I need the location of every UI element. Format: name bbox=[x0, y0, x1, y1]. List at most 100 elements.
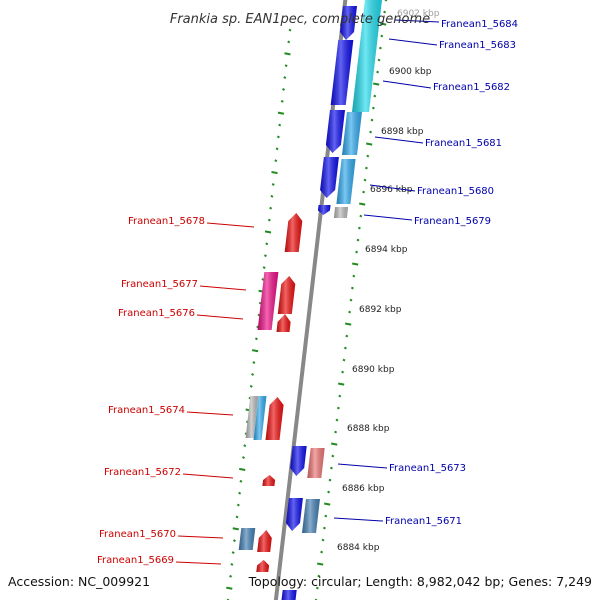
gene-label-left[interactable]: Franean1_5669 bbox=[97, 555, 174, 566]
tick-dot bbox=[232, 539, 236, 543]
tick-dot bbox=[226, 586, 233, 590]
tick-dot bbox=[230, 562, 234, 566]
gene-label-right[interactable]: Franean1_5682 bbox=[433, 82, 510, 93]
gene-label-left[interactable]: Franean1_5670 bbox=[99, 529, 176, 540]
tick-dot bbox=[364, 166, 368, 170]
tick-dot bbox=[315, 586, 319, 590]
leader-line bbox=[388, 38, 438, 46]
gene-label-right[interactable]: Franean1_5680 bbox=[417, 186, 494, 197]
gene-edge-feature[interactable] bbox=[281, 590, 297, 600]
tick-dot bbox=[249, 384, 253, 388]
tick-dot bbox=[277, 111, 285, 115]
gene-5683-feature[interactable] bbox=[330, 40, 354, 105]
tick-dot bbox=[334, 430, 338, 434]
tick-dot bbox=[359, 202, 366, 206]
tick-dot bbox=[369, 130, 373, 134]
tick-dot bbox=[370, 118, 374, 122]
tick-dot bbox=[349, 298, 353, 302]
tick-label: 6890 kbp bbox=[352, 365, 395, 375]
gene-5680-feature[interactable] bbox=[320, 157, 339, 198]
gene-5674-feature[interactable] bbox=[245, 396, 259, 438]
tick-label: 6892 kbp bbox=[359, 305, 402, 315]
tick-labels: 6902 kbp 6900 kbp 6898 kbp 6896 kbp 6894 kbp… bbox=[337, 9, 440, 553]
gene-5684-feature[interactable] bbox=[340, 6, 357, 40]
tick-dot bbox=[239, 479, 243, 483]
tick-dot bbox=[278, 123, 282, 127]
gene-5684-feature[interactable] bbox=[352, 0, 382, 112]
tick-dot bbox=[265, 242, 269, 246]
tick-dot bbox=[242, 456, 245, 459]
tick-label: 6884 kbp bbox=[337, 543, 380, 553]
tick-dot bbox=[271, 171, 278, 175]
leader-line bbox=[177, 535, 224, 539]
gene-5669-feature[interactable] bbox=[256, 560, 270, 572]
tick-dot bbox=[251, 349, 259, 353]
tick-dot bbox=[280, 99, 284, 103]
gene-5671-feature[interactable] bbox=[286, 498, 303, 531]
tick-dot bbox=[380, 22, 387, 26]
tick-dot bbox=[252, 361, 256, 364]
topology-text: Topology: circular; Length: 8,982,042 bp… bbox=[248, 574, 592, 589]
tick-dot bbox=[383, 10, 387, 14]
gene-label-right[interactable]: Franean1_5671 bbox=[385, 516, 462, 527]
tick-dot bbox=[342, 358, 346, 362]
gene-label-right[interactable]: Franean1_5679 bbox=[414, 216, 491, 227]
tick-dot bbox=[229, 574, 233, 578]
tick-dot bbox=[322, 526, 326, 530]
gene-5677-feature[interactable] bbox=[277, 276, 296, 314]
tick-dot bbox=[328, 478, 332, 482]
gene-5681-feature[interactable] bbox=[342, 112, 362, 155]
gene-label-left[interactable]: Franean1_5677 bbox=[121, 279, 198, 290]
tick-dot bbox=[264, 230, 272, 234]
gene-5670-feature[interactable] bbox=[238, 528, 256, 550]
tick-dot bbox=[282, 87, 286, 91]
gene-5677-feature[interactable] bbox=[257, 272, 279, 330]
tick-label: 6894 kbp bbox=[365, 245, 408, 255]
gene-5679-feature[interactable] bbox=[317, 205, 331, 215]
tick-dot bbox=[338, 382, 345, 386]
gene-label-right[interactable]: Franean1_5683 bbox=[439, 40, 516, 51]
leader-line bbox=[382, 80, 432, 89]
tick-dot bbox=[329, 466, 333, 470]
gene-5672-feature[interactable] bbox=[262, 475, 276, 486]
tick-dot bbox=[321, 538, 325, 542]
gene-5673-feature[interactable] bbox=[290, 446, 307, 476]
gene-5674-feature[interactable] bbox=[265, 397, 284, 440]
gene-5680-feature[interactable] bbox=[336, 159, 356, 204]
gene-5678-feature[interactable] bbox=[284, 213, 303, 252]
gene-5673-feature[interactable] bbox=[307, 448, 325, 478]
tick-dot bbox=[352, 262, 359, 266]
leader-line bbox=[337, 463, 388, 469]
gene-5679-feature[interactable] bbox=[333, 207, 349, 218]
tick-dot bbox=[357, 226, 361, 230]
label-leaders bbox=[175, 19, 440, 565]
gene-label-right[interactable]: Franean1_5681 bbox=[425, 138, 502, 149]
tick-dot bbox=[324, 514, 328, 518]
tick-label: 6898 kbp bbox=[381, 127, 424, 137]
tick-dot bbox=[232, 527, 239, 531]
gene-5671-feature[interactable] bbox=[302, 499, 320, 533]
leader-line bbox=[175, 561, 222, 565]
tick-dot bbox=[327, 490, 331, 494]
tick-dot bbox=[373, 94, 377, 98]
tick-dot bbox=[274, 159, 278, 163]
gene-label-right[interactable]: Franean1_5673 bbox=[389, 463, 466, 474]
tick-dot bbox=[254, 337, 258, 341]
map-title: Frankia sp. EAN1pec, complete genome bbox=[170, 12, 430, 27]
gene-5674-feature[interactable] bbox=[253, 396, 267, 440]
gene-label-left[interactable]: Franean1_5672 bbox=[104, 467, 181, 478]
gene-label-left[interactable]: Franean1_5674 bbox=[108, 405, 185, 416]
tick-dot bbox=[335, 418, 339, 422]
leader-line bbox=[369, 184, 416, 192]
tick-dot bbox=[270, 194, 274, 198]
tick-dot bbox=[324, 502, 331, 506]
tick-dot bbox=[235, 515, 239, 519]
tick-dot bbox=[336, 406, 340, 410]
gene-label-right[interactable]: Franean1_5684 bbox=[441, 19, 518, 30]
gene-5676-feature[interactable] bbox=[276, 314, 291, 332]
gene-5670-feature[interactable] bbox=[257, 530, 272, 552]
gene-5681-feature[interactable] bbox=[325, 110, 345, 153]
gene-label-left[interactable]: Franean1_5678 bbox=[128, 216, 205, 227]
gene-label-left[interactable]: Franean1_5676 bbox=[118, 308, 195, 319]
